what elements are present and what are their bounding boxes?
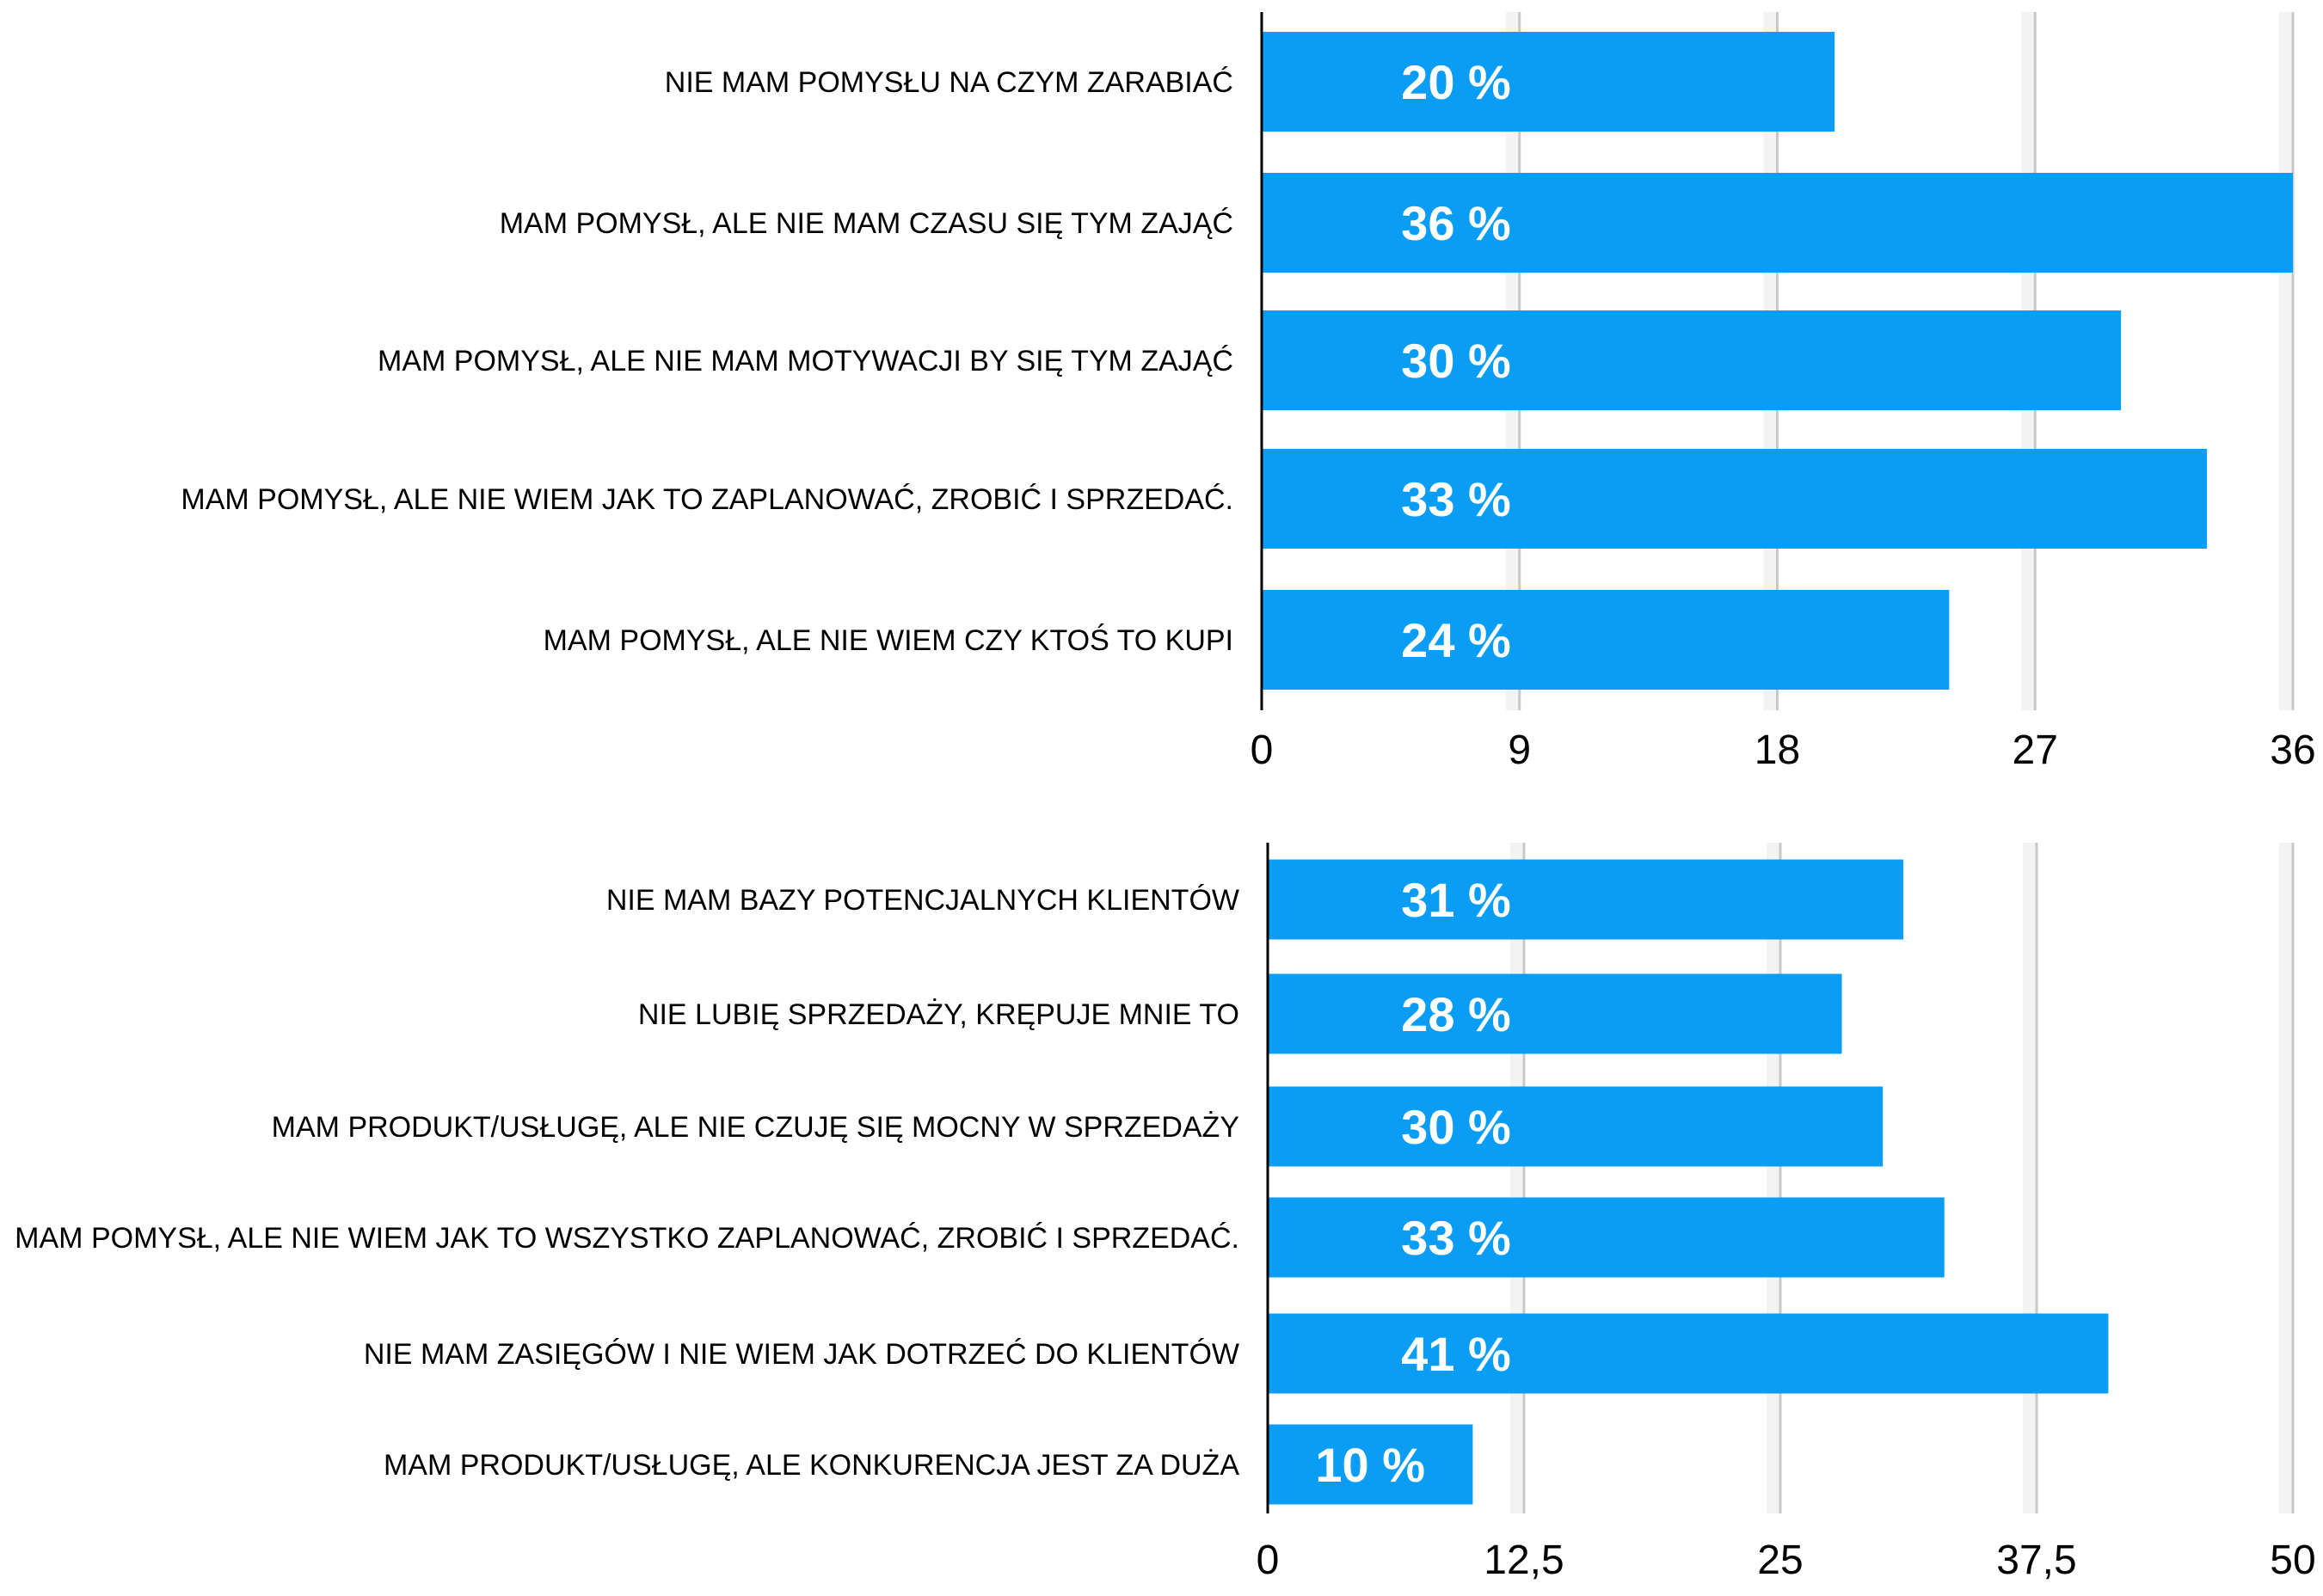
bar-value-label: 36 % [1401, 196, 1511, 250]
bar-value-label: 20 % [1401, 55, 1511, 109]
category-label: NIE MAM ZASIĘGÓW I NIE WIEM JAK DOTRZEĆ … [364, 1338, 1239, 1371]
bar [1268, 1313, 2109, 1394]
x-tick-label: 12,5 [1484, 1538, 1564, 1583]
bar-value-label: 33 % [1401, 472, 1511, 526]
bar [1268, 859, 1904, 940]
category-label: MAM POMYSŁ, ALE NIE WIEM JAK TO ZAPLANOW… [181, 483, 1233, 516]
bar [1262, 590, 1950, 690]
gridline-shadow [2279, 843, 2293, 1513]
bar [1262, 173, 2293, 273]
gridline-shadow [1767, 843, 1780, 1513]
bar-value-label: 28 % [1401, 987, 1511, 1041]
x-tick-label: 0 [1257, 1538, 1280, 1583]
x-tick-label: 25 [1757, 1538, 1803, 1583]
category-label: NIE LUBIĘ SPRZEDAŻY, KRĘPUJE MNIE TO [638, 998, 1239, 1031]
x-tick-label: 0 [1251, 727, 1274, 773]
x-tick-label: 37,5 [1996, 1538, 2076, 1583]
x-tick-label: 27 [2013, 727, 2058, 773]
bar-value-label: 30 % [1401, 334, 1511, 388]
x-tick-label: 18 [1755, 727, 1800, 773]
category-label: MAM POMYSŁ, ALE NIE MAM MOTYWACJI BY SIĘ… [378, 345, 1233, 378]
category-label: MAM PRODUKT/USŁUGĘ, ALE KONKURENCJA JEST… [384, 1449, 1239, 1482]
category-label: MAM POMYSŁ, ALE NIE WIEM CZY KTOŚ TO KUP… [544, 623, 1233, 657]
category-label: MAM PRODUKT/USŁUGĘ, ALE NIE CZUJĘ SIĘ MO… [272, 1111, 1239, 1144]
category-label: MAM POMYSŁ, ALE NIE MAM CZASU SIĘ TYM ZA… [500, 207, 1233, 240]
bar-value-label: 30 % [1401, 1100, 1511, 1154]
category-label: MAM POMYSŁ, ALE NIE WIEM JAK TO WSZYSTKO… [15, 1222, 1239, 1255]
bar-value-label: 24 % [1401, 613, 1511, 667]
bar [1268, 973, 1842, 1054]
bar-value-label: 10 % [1315, 1438, 1425, 1492]
bar-value-label: 41 % [1401, 1327, 1511, 1381]
bar [1268, 1197, 1945, 1278]
bar [1268, 1424, 1473, 1505]
bar-value-label: 31 % [1401, 873, 1511, 927]
bar [1262, 449, 2208, 549]
category-label: NIE MAM BAZY POTENCJALNYCH KLIENTÓW [606, 884, 1239, 917]
x-tick-label: 36 [2270, 727, 2315, 773]
x-tick-label: 9 [1508, 727, 1531, 773]
bar-value-label: 33 % [1401, 1211, 1511, 1265]
x-tick-label: 50 [2270, 1538, 2315, 1583]
gridline-shadow [2279, 12, 2293, 710]
bar [1262, 32, 1835, 132]
chart-2: 31 % NIE MAM BAZY POTENCJALNYCH KLIENTÓW 2… [15, 843, 2316, 1583]
gridline-shadow [1510, 843, 1524, 1513]
bar [1268, 1086, 1884, 1167]
chart-1: 20 % NIE MAM POMYSŁU NA CZYM ZARABIAĆ 36 %… [181, 12, 2316, 773]
bar [1262, 310, 2122, 410]
category-label: NIE MAM POMYSŁU NA CZYM ZARABIAĆ [665, 66, 1233, 99]
gridline-shadow [2023, 843, 2037, 1513]
